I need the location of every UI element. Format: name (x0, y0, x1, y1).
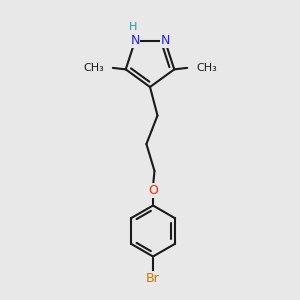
Text: O: O (148, 184, 158, 197)
Text: N: N (160, 34, 170, 47)
Text: CH₃: CH₃ (196, 63, 217, 73)
Text: N: N (130, 34, 140, 47)
Text: Br: Br (146, 272, 160, 285)
Text: CH₃: CH₃ (83, 63, 104, 73)
Text: H: H (128, 22, 137, 32)
